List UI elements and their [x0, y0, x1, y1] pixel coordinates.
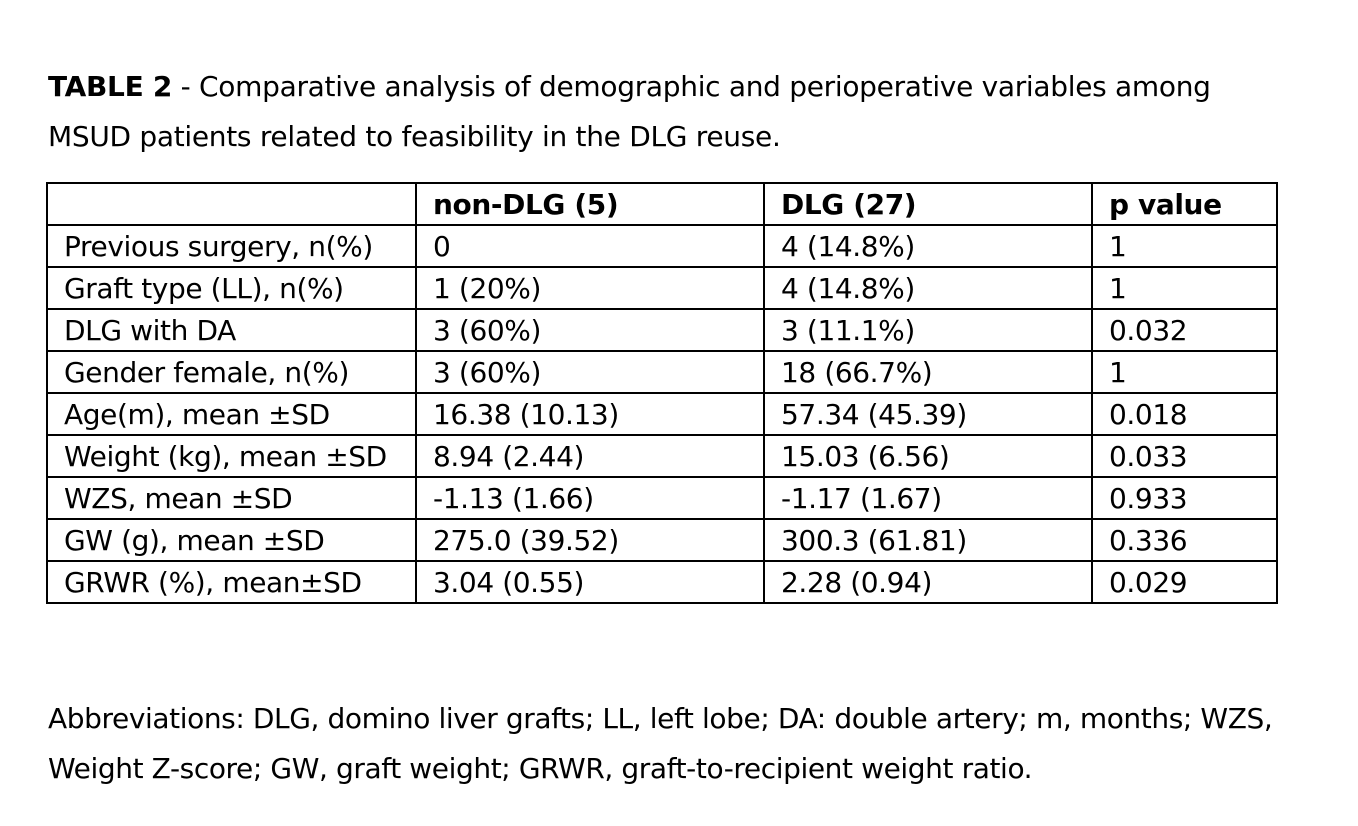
cell-non-dlg: -1.13 (1.66)	[415, 476, 765, 520]
table-caption-text: - Comparative analysis of demographic an…	[48, 70, 1211, 153]
table-row: Age(m), mean ±SD 16.38 (10.13) 57.34 (45…	[46, 392, 1278, 436]
row-label: Previous surgery, n(%)	[46, 224, 417, 268]
table-row: Weight (kg), mean ±SD 8.94 (2.44) 15.03 …	[46, 434, 1278, 478]
cell-p-value: 0.033	[1091, 434, 1278, 478]
cell-p-value: 0.018	[1091, 392, 1278, 436]
row-label: Age(m), mean ±SD	[46, 392, 417, 436]
table-row: DLG with DA 3 (60%) 3 (11.1%) 0.032	[46, 308, 1278, 352]
table-row: GW (g), mean ±SD 275.0 (39.52) 300.3 (61…	[46, 518, 1278, 562]
cell-dlg: 2.28 (0.94)	[763, 560, 1093, 604]
cell-p-value: 0.032	[1091, 308, 1278, 352]
row-label: GRWR (%), mean±SD	[46, 560, 417, 604]
cell-p-value: 0.933	[1091, 476, 1278, 520]
cell-dlg: 57.34 (45.39)	[763, 392, 1093, 436]
table-label: TABLE 2	[48, 70, 173, 103]
row-label: GW (g), mean ±SD	[46, 518, 417, 562]
cell-p-value: 0.336	[1091, 518, 1278, 562]
table-row: Previous surgery, n(%) 0 4 (14.8%) 1	[46, 224, 1278, 268]
header-row: non-DLG (5) DLG (27) p value	[46, 182, 1278, 226]
cell-dlg: 3 (11.1%)	[763, 308, 1093, 352]
header-cell-non-dlg: non-DLG (5)	[415, 182, 765, 226]
cell-p-value: 1	[1091, 350, 1278, 394]
cell-non-dlg: 3 (60%)	[415, 350, 765, 394]
abbreviations-note: Abbreviations: DLG, domino liver grafts;…	[48, 702, 1273, 785]
cell-non-dlg: 3.04 (0.55)	[415, 560, 765, 604]
table-row: Gender female, n(%) 3 (60%) 18 (66.7%) 1	[46, 350, 1278, 394]
row-label: Gender female, n(%)	[46, 350, 417, 394]
table-caption: TABLE 2 - Comparative analysis of demogr…	[48, 62, 1288, 162]
table-row: GRWR (%), mean±SD 3.04 (0.55) 2.28 (0.94…	[46, 560, 1278, 604]
cell-non-dlg: 16.38 (10.13)	[415, 392, 765, 436]
row-label: DLG with DA	[46, 308, 417, 352]
cell-non-dlg: 0	[415, 224, 765, 268]
cell-non-dlg: 8.94 (2.44)	[415, 434, 765, 478]
cell-p-value: 0.029	[1091, 560, 1278, 604]
table-row: Graft type (LL), n(%) 1 (20%) 4 (14.8%) …	[46, 266, 1278, 310]
comparison-table: non-DLG (5) DLG (27) p value Previous su…	[46, 182, 1278, 604]
cell-dlg: 4 (14.8%)	[763, 266, 1093, 310]
table-row: WZS, mean ±SD -1.13 (1.66) -1.17 (1.67) …	[46, 476, 1278, 520]
header-cell-variable	[46, 182, 417, 226]
header-cell-dlg: DLG (27)	[763, 182, 1093, 226]
cell-p-value: 1	[1091, 266, 1278, 310]
cell-non-dlg: 3 (60%)	[415, 308, 765, 352]
cell-non-dlg: 275.0 (39.52)	[415, 518, 765, 562]
cell-dlg: 4 (14.8%)	[763, 224, 1093, 268]
cell-dlg: 18 (66.7%)	[763, 350, 1093, 394]
cell-p-value: 1	[1091, 224, 1278, 268]
row-label: Graft type (LL), n(%)	[46, 266, 417, 310]
cell-dlg: 15.03 (6.56)	[763, 434, 1093, 478]
row-label: Weight (kg), mean ±SD	[46, 434, 417, 478]
header-cell-p-value: p value	[1091, 182, 1278, 226]
cell-non-dlg: 1 (20%)	[415, 266, 765, 310]
cell-dlg: 300.3 (61.81)	[763, 518, 1093, 562]
row-label: WZS, mean ±SD	[46, 476, 417, 520]
cell-dlg: -1.17 (1.67)	[763, 476, 1093, 520]
